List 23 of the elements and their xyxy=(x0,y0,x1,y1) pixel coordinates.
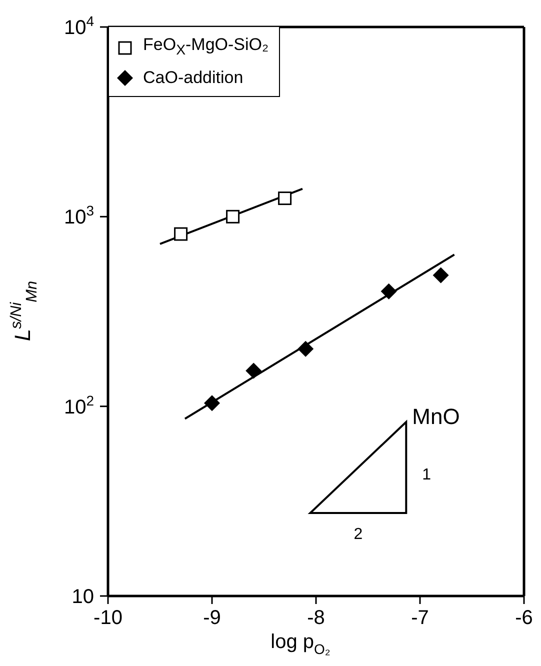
point xyxy=(298,340,314,357)
point xyxy=(226,210,240,224)
annotation: 1 xyxy=(422,466,432,484)
point xyxy=(380,283,397,300)
x-tick-label: -10 xyxy=(94,607,122,629)
point xyxy=(204,395,220,412)
x-tick-label: -9 xyxy=(203,607,221,629)
point xyxy=(174,227,188,241)
y-tick-label: 10 xyxy=(72,586,94,608)
x-tick-label: -7 xyxy=(411,607,429,629)
legend-label: FeO$_{X}$-MgO-SiO₂ xyxy=(143,34,269,60)
legend-label: CaO-addition xyxy=(143,67,244,90)
x-tick-label: -6 xyxy=(515,607,533,629)
x-tick-label: -8 xyxy=(307,607,325,629)
point xyxy=(246,362,262,379)
y-tick-label: 10$^{3}$ xyxy=(64,202,94,229)
point xyxy=(278,192,292,206)
x-axis-title: log p$_{O₂}$ xyxy=(270,631,330,657)
annotation: 2 xyxy=(354,526,363,543)
y-tick-label: 10$^{4}$ xyxy=(64,13,94,39)
point xyxy=(432,267,449,284)
y-tick-label: 10$^{2}$ xyxy=(64,392,94,418)
annotation: MnO xyxy=(412,404,460,429)
